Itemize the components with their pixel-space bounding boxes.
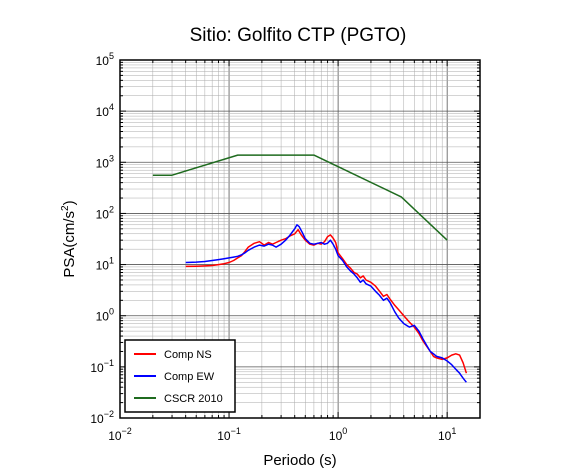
series-line-comp-ns <box>185 228 468 374</box>
series-line-cscr-2010 <box>152 154 448 241</box>
y-axis-label-sup: 2 <box>60 205 71 211</box>
y-tick-label-base: 10 <box>96 156 110 170</box>
y-tick-label-base: 10 <box>96 207 110 221</box>
x-tick-label-base: 10 <box>217 429 231 443</box>
x-tick-label: 10−2 <box>108 426 132 443</box>
chart-title: Sitio: Golfito CTP (PGTO) <box>190 25 407 46</box>
x-tick-label-base: 10 <box>108 429 122 443</box>
x-tick-label-exp: −2 <box>122 426 132 436</box>
y-tick-label-exp: 1 <box>109 256 114 266</box>
y-tick-label: 104 <box>96 102 114 119</box>
axis-ticks <box>119 59 481 419</box>
legend-label-comp-ew: Comp EW <box>164 371 215 383</box>
y-tick-label-base: 10 <box>90 412 104 426</box>
x-tick-label: 10−1 <box>217 426 241 443</box>
x-axis-label: Periodo (s) <box>263 452 336 469</box>
y-tick-label-base: 10 <box>96 259 110 273</box>
y-tick-label-base: 10 <box>96 310 110 324</box>
x-tick-label-exp: 0 <box>342 426 347 436</box>
y-tick-label: 105 <box>96 51 114 68</box>
y-tick-label: 102 <box>96 204 114 221</box>
plot-frame <box>119 59 481 419</box>
y-tick-label-exp: 0 <box>109 307 114 317</box>
x-tick-label: 101 <box>438 426 456 443</box>
y-tick-label-exp: −1 <box>104 358 114 368</box>
y-tick-label-base: 10 <box>96 105 110 119</box>
y-tick-label: 10−1 <box>90 358 114 375</box>
y-tick-label: 10−2 <box>90 409 114 426</box>
y-tick-label-base: 10 <box>96 54 110 68</box>
y-tick-label-exp: 3 <box>109 153 114 163</box>
y-axis-label: PSA(cm/s2) <box>60 200 78 277</box>
y-axis-label-base: PSA(cm/s <box>61 211 78 278</box>
x-tick-label-base: 10 <box>329 429 343 443</box>
x-tick-label-exp: −1 <box>231 426 241 436</box>
x-tick-label-exp: 1 <box>451 426 456 436</box>
chart-grid <box>119 59 481 419</box>
x-tick-label-base: 10 <box>438 429 452 443</box>
y-tick-label-exp: 5 <box>109 51 114 61</box>
legend-label-cscr-2010: CSCR 2010 <box>164 393 223 405</box>
legend-label-comp-ns: Comp NS <box>164 349 212 361</box>
y-tick-label-exp: 4 <box>109 102 114 112</box>
x-tick-label: 100 <box>329 426 347 443</box>
y-tick-label-base: 10 <box>90 361 104 375</box>
y-axis-label-end: ) <box>61 200 78 205</box>
y-tick-label: 101 <box>96 256 114 273</box>
y-tick-label: 100 <box>96 307 114 324</box>
x-tick-labels: 10−2 10−1 100 101 <box>108 426 456 443</box>
series-line-comp-ew <box>185 224 467 383</box>
y-tick-label: 103 <box>96 153 114 170</box>
legend: Comp NS Comp EW CSCR 2010 <box>124 339 236 413</box>
legend-items: Comp NS Comp EW CSCR 2010 <box>134 349 223 405</box>
y-tick-label-exp: 2 <box>109 204 114 214</box>
y-tick-label-exp: −2 <box>104 409 114 419</box>
chart-series-layer <box>152 154 468 383</box>
